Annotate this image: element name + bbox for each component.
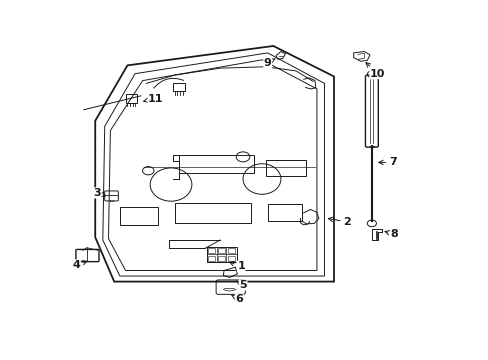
Bar xyxy=(208,248,215,253)
Text: 11: 11 xyxy=(143,94,163,104)
Bar xyxy=(227,248,234,253)
Text: 5: 5 xyxy=(236,280,246,290)
Text: 4: 4 xyxy=(72,260,87,270)
Bar xyxy=(227,256,234,261)
Bar xyxy=(208,256,215,261)
Text: 7: 7 xyxy=(378,157,396,167)
Text: 1: 1 xyxy=(229,261,244,271)
Text: 2: 2 xyxy=(327,217,350,227)
Text: 10: 10 xyxy=(365,63,385,79)
Text: 9: 9 xyxy=(263,58,274,68)
Bar xyxy=(218,248,224,253)
Bar xyxy=(218,256,224,261)
Text: 3: 3 xyxy=(93,188,105,198)
Bar xyxy=(206,247,237,262)
Text: 8: 8 xyxy=(384,229,398,239)
Text: 6: 6 xyxy=(231,294,243,304)
